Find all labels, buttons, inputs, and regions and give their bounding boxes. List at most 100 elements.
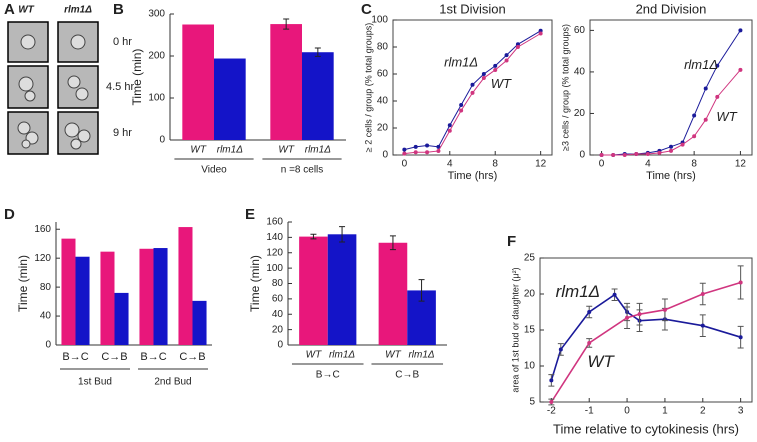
marker (625, 315, 630, 320)
x-tick-label: -2 (547, 406, 556, 417)
panel-letter: D (4, 206, 15, 223)
bar (100, 251, 115, 345)
marker (470, 82, 475, 87)
marker (738, 28, 743, 33)
y-tick-label: 10 (524, 361, 536, 372)
marker (612, 292, 617, 297)
y-tick-label: 0 (579, 150, 585, 161)
bar-label: WT (278, 145, 294, 156)
y-axis-label: Time (min) (16, 255, 30, 312)
series-label: WT (716, 109, 737, 124)
bar-label: WT (190, 145, 206, 156)
marker (549, 400, 554, 404)
marker (493, 67, 498, 72)
plot-frame (539, 257, 753, 403)
marker (700, 323, 705, 328)
marker (538, 31, 543, 36)
marker (447, 123, 452, 128)
marker (504, 53, 509, 58)
bar (270, 24, 302, 140)
y-tick-label: 0 (382, 150, 388, 161)
y-axis-label: ≥ 2 cells / group (% total groups) (363, 23, 373, 153)
category-label: Video (201, 165, 227, 176)
y-tick-label: 200 (148, 51, 165, 62)
marker (657, 150, 662, 155)
panel-letter: C (361, 1, 372, 18)
y-tick-label: 40 (272, 309, 284, 320)
x-tick-label: 2 (700, 406, 706, 417)
y-tick-label: 40 (40, 311, 52, 322)
category-label: B→C (316, 370, 340, 381)
marker (481, 72, 486, 76)
y-tick-label: 20 (574, 108, 586, 119)
bar (114, 292, 129, 345)
y-tick-label: 100 (266, 263, 283, 274)
marker (700, 292, 705, 296)
bar (214, 58, 246, 140)
series-label: WT (587, 352, 615, 371)
x-tick-label: 0 (624, 406, 630, 417)
error-bar (389, 235, 396, 251)
marker (680, 142, 685, 147)
series-line (601, 30, 741, 156)
error-bar (339, 226, 346, 243)
y-tick-label: 0 (277, 340, 283, 351)
marker (669, 148, 673, 153)
marker (703, 117, 708, 122)
chart-title: 2nd Division (636, 1, 707, 16)
cells (17, 34, 91, 150)
y-tick-label: 100 (148, 93, 165, 104)
bar-label: WT (306, 350, 322, 361)
x-tick-label: 0 (599, 159, 605, 170)
marker (662, 307, 667, 312)
marker (558, 347, 563, 352)
y-tick-label: 80 (377, 42, 389, 53)
marker (703, 86, 708, 91)
marker (738, 280, 743, 285)
marker (515, 45, 520, 49)
marker (413, 144, 418, 149)
x-tick-label: 8 (492, 159, 498, 170)
x-tick-label: 12 (535, 159, 547, 170)
category-label: C→B (395, 370, 419, 381)
chart-title: 1st Division (439, 1, 505, 16)
y-tick-label: 120 (34, 253, 51, 264)
error-bar (283, 18, 290, 30)
marker (669, 144, 673, 149)
y-axis-label: Time (min) (248, 255, 262, 312)
bar (302, 52, 334, 140)
micrographs (7, 21, 99, 155)
marker (692, 134, 697, 139)
bar (182, 24, 214, 140)
y-tick-label: 40 (574, 67, 586, 78)
bar (61, 238, 76, 345)
bar (75, 256, 90, 345)
marker (425, 143, 430, 148)
bar-label: rlm1Δ (329, 350, 355, 361)
bar (178, 227, 193, 345)
x-tick-label: 8 (691, 159, 697, 170)
bar (153, 248, 168, 345)
bar (327, 234, 357, 345)
y-tick-label: 80 (272, 278, 284, 289)
plot-frame (589, 19, 753, 156)
marker (692, 113, 697, 118)
marker (549, 378, 554, 383)
y-axis-label: ≥3 cells / group (% total groups) (560, 24, 570, 151)
y-tick-label: 120 (266, 247, 283, 258)
y-tick-label: 100 (371, 15, 388, 26)
series-label: rlm1Δ (556, 282, 600, 301)
group-label: 2nd Bud (154, 377, 191, 388)
bar (192, 300, 207, 345)
y-tick-label: 20 (524, 289, 536, 300)
y-axis-label: area of 1st bud or daughter (μ²) (510, 267, 520, 392)
series-line (404, 30, 541, 151)
x-tick-label: 3 (738, 406, 744, 417)
marker (447, 128, 452, 133)
panel-letter: A (4, 1, 15, 18)
marker (738, 67, 743, 72)
x-tick-label: 0 (402, 159, 408, 170)
y-tick-label: 300 (148, 9, 165, 20)
marker (402, 147, 407, 152)
marker (611, 153, 616, 157)
